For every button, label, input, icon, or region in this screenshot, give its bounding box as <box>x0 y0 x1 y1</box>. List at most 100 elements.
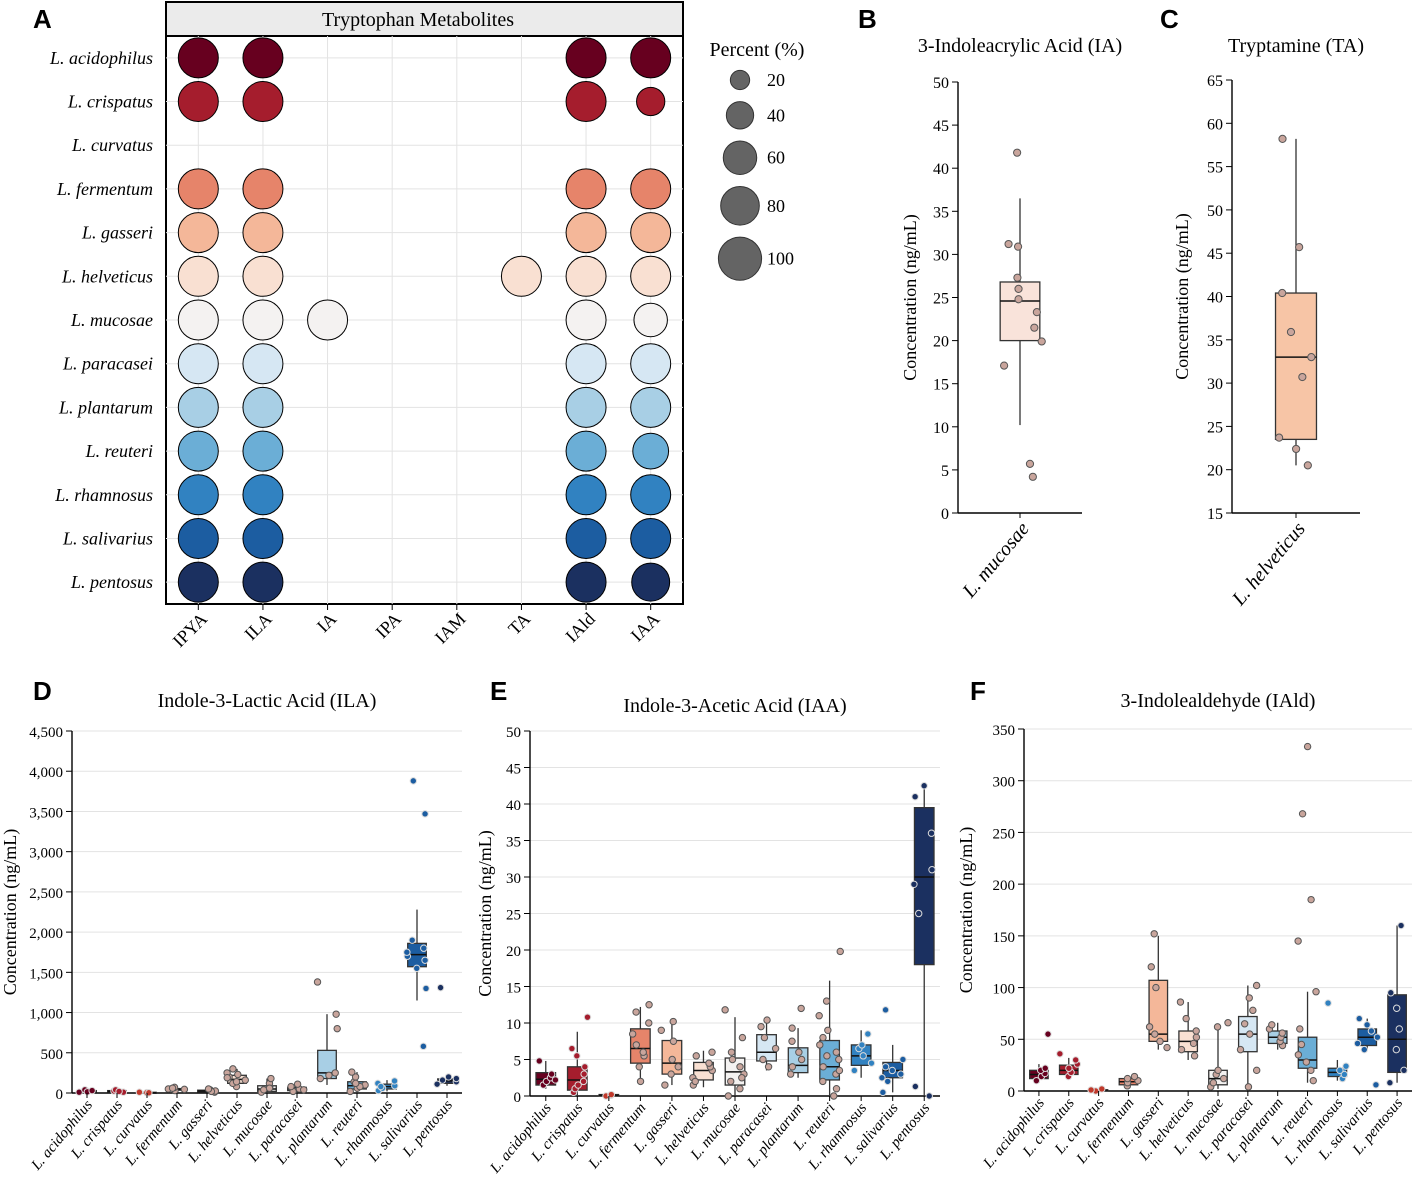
y-tick-label: 50 <box>506 725 521 741</box>
point-l-pentosus <box>925 1092 933 1100</box>
point-l-acidophilus <box>547 1070 556 1078</box>
y-tick-label: 45 <box>506 762 521 778</box>
point-l-helveticus <box>234 1070 242 1079</box>
point-l-gasseri <box>669 1037 678 1045</box>
point-l-pentosus <box>1395 1025 1403 1033</box>
chart-title: Indole-3-Lactic Acid (ILA) <box>158 690 377 712</box>
point-l-mucosae <box>1014 284 1023 293</box>
point-l-salivarius <box>1355 1014 1363 1023</box>
point-l-gasseri <box>204 1085 213 1093</box>
point-l-fermentum <box>635 1063 643 1071</box>
point-l-gasseri <box>1152 983 1160 992</box>
point-l-reuteri <box>348 1068 356 1076</box>
panel-label-b: B <box>858 4 877 34</box>
point-l-helveticus <box>1177 1045 1186 1054</box>
point-l-pentosus <box>438 1076 447 1084</box>
y-tick-label: 200 <box>993 878 1016 894</box>
point-l-plantarum <box>795 1048 803 1056</box>
y-tick-label: 4,500 <box>29 725 63 741</box>
point-l-reuteri <box>819 1063 827 1071</box>
point-l-gasseri <box>657 1026 665 1035</box>
point-l-reuteri <box>830 1092 838 1100</box>
point-l-mucosae <box>1014 295 1023 304</box>
species-label-l-pentosus: L. pentosus <box>70 572 153 592</box>
y-tick-label: 50 <box>1000 1033 1015 1049</box>
point-l-mucosae <box>1013 242 1023 251</box>
point-l-reuteri <box>1309 1076 1317 1085</box>
y-tick-label: 45 <box>933 118 949 135</box>
point-l-mucosae <box>1004 239 1013 249</box>
point-l-helveticus <box>692 1052 700 1060</box>
point-l-acidophilus <box>1032 1076 1041 1085</box>
species-label-l-mucosae: L. mucosae <box>70 310 153 330</box>
point-l-pentosus <box>920 782 928 790</box>
y-tick-label: 40 <box>506 798 521 814</box>
point-l-mucosae <box>728 1055 737 1064</box>
point-l-gasseri <box>669 1017 677 1026</box>
point-l-reuteri <box>1303 742 1312 751</box>
metabolite-label-iaa: IAA <box>627 609 664 646</box>
point-l-salivarius <box>1372 1081 1380 1089</box>
species-label-l-crispatus: L. crispatus <box>67 92 153 112</box>
point-l-plantarum <box>333 1024 341 1033</box>
point-l-mucosae <box>1013 148 1022 157</box>
legend-bubble-20 <box>729 69 751 91</box>
bubble-l-pentosus-ipya <box>177 561 219 603</box>
bubble-l-plantarum-ipya <box>177 386 219 428</box>
point-l-helveticus <box>232 1078 241 1086</box>
point-l-reuteri <box>815 1012 823 1020</box>
legend-label-80: 80 <box>767 196 785 216</box>
bubble-chart-title-strip <box>165 1 684 37</box>
point-l-plantarum <box>1268 1021 1276 1029</box>
bubble-l-mucosae-iaa <box>633 302 668 338</box>
point-l-paracasei <box>1236 1045 1245 1054</box>
point-l-gasseri <box>674 1063 682 1071</box>
y-tick-label: 20 <box>506 944 521 960</box>
point-l-salivarius <box>421 956 429 964</box>
point-l-mucosae <box>1030 323 1039 332</box>
point-l-mucosae <box>721 1006 729 1014</box>
point-l-mucosae <box>1025 459 1035 468</box>
y-tick-label: 150 <box>993 930 1016 946</box>
point-l-plantarum <box>331 1069 339 1077</box>
y-tick-label: 5 <box>514 1054 522 1070</box>
y-tick-label: 500 <box>41 1047 64 1063</box>
point-l-fermentum <box>168 1084 177 1092</box>
point-l-helveticus <box>1292 444 1301 454</box>
point-l-gasseri <box>1163 1043 1171 1052</box>
box-l-helveticus <box>1274 292 1318 441</box>
point-l-crispatus <box>579 1077 588 1086</box>
point-l-mucosae <box>1213 1023 1222 1031</box>
point-l-pentosus <box>1397 921 1405 930</box>
y-tick-label: 20 <box>933 334 949 351</box>
point-l-salivarius <box>413 964 421 973</box>
point-l-rhamnosus <box>850 1066 859 1075</box>
point-l-reuteri <box>1312 988 1320 996</box>
point-l-mucosae <box>1013 273 1022 282</box>
bubble-l-fermentum-iald <box>565 168 607 210</box>
point-l-mucosae <box>736 1085 744 1093</box>
point-l-mucosae <box>1032 308 1041 317</box>
bubble-l-plantarum-iaa <box>630 386 672 428</box>
point-l-curvatus <box>607 1090 615 1099</box>
legend-bubble-40 <box>725 101 755 130</box>
legend-label-20: 20 <box>767 70 785 90</box>
point-l-pentosus <box>1387 989 1395 997</box>
point-l-helveticus <box>1192 1033 1201 1041</box>
point-l-paracasei <box>759 1055 767 1064</box>
point-l-paracasei <box>1252 1066 1261 1075</box>
bubble-l-gasseri-ipya <box>177 212 219 254</box>
point-l-fermentum <box>639 1048 647 1056</box>
y-tick-label: 10 <box>933 420 949 437</box>
y-axis-title: Concentration (ng/mL) <box>0 829 21 995</box>
point-l-crispatus <box>1056 1050 1064 1058</box>
point-l-reuteri <box>835 1066 844 1075</box>
panel-label-c: C <box>1160 4 1179 34</box>
point-l-crispatus <box>1071 1056 1080 1064</box>
point-l-rhamnosus <box>1324 999 1332 1007</box>
y-tick-label: 2,000 <box>29 926 63 942</box>
point-l-plantarum <box>788 1037 796 1045</box>
bubble-l-pentosus-iald <box>565 561 607 603</box>
y-tick-label: 0 <box>1008 1085 1016 1101</box>
